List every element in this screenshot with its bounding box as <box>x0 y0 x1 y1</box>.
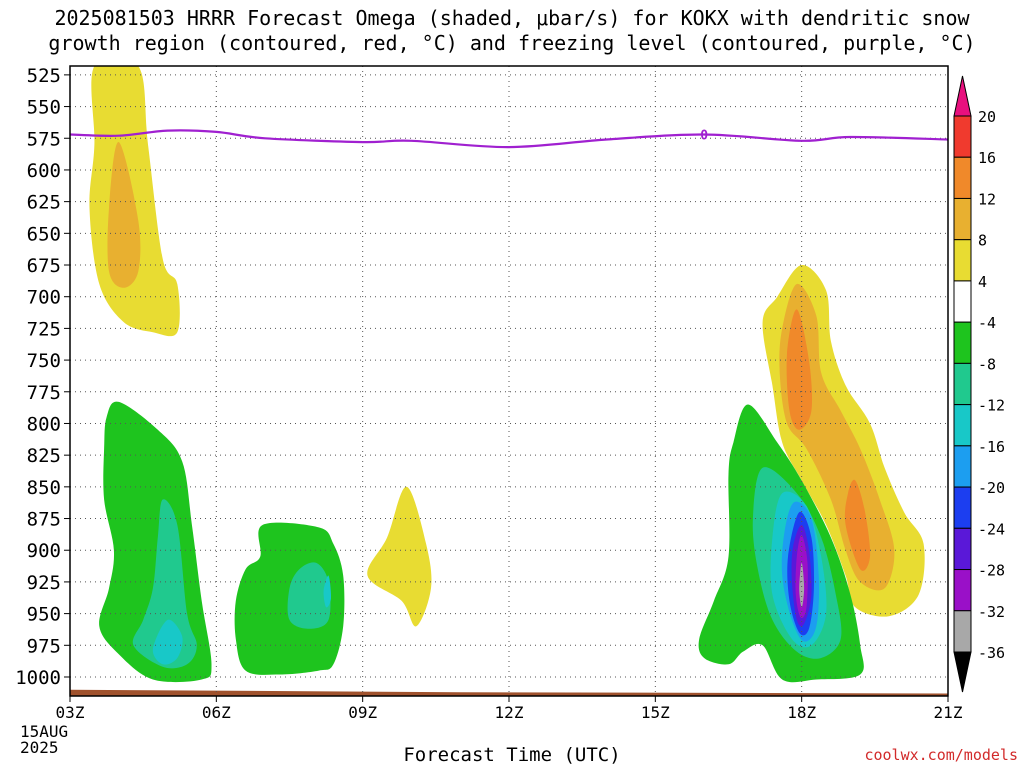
x-tick-label-6: 21Z <box>934 703 963 722</box>
y-tick-label-16: 925 <box>27 572 61 594</box>
colorbar-box-12 <box>953 610 972 653</box>
y-tick-label-14: 875 <box>27 509 61 531</box>
y-tick-label-0: 525 <box>27 65 61 87</box>
colorbar-label-0: 20 <box>978 108 996 126</box>
x-axis-label: Forecast Time (UTC) <box>403 744 621 766</box>
y-tick-label-19: 1000 <box>15 667 61 689</box>
y-tick-label-6: 675 <box>27 255 61 277</box>
colorbar-box-11 <box>953 569 972 612</box>
colorbar-box-5 <box>953 321 972 364</box>
colorbar-label-10: -24 <box>978 520 1005 538</box>
colorbar-label-13: -36 <box>978 644 1005 662</box>
colorbar-label-8: -16 <box>978 438 1005 456</box>
colorbar-label-11: -28 <box>978 562 1005 580</box>
omega-region-11 <box>786 309 813 430</box>
omega-region-12 <box>844 479 871 571</box>
x-subtitle-line-1: 15AUG <box>20 722 69 741</box>
colorbar-bottom-arrow <box>953 651 972 693</box>
y-tick-label-18: 975 <box>27 635 61 657</box>
colorbar-box-2 <box>953 197 972 241</box>
omega-region-20 <box>799 562 805 608</box>
y-tick-label-9: 750 <box>27 350 61 372</box>
y-tick-label-4: 625 <box>27 192 61 214</box>
freezing-level-label: 0 <box>700 128 708 143</box>
y-tick-label-8: 725 <box>27 318 61 340</box>
chart-title-line-2: growth region (contoured, red, °C) and f… <box>48 31 976 55</box>
y-tick-label-12: 825 <box>27 445 61 467</box>
colorbar-label-3: 8 <box>978 232 987 250</box>
omega-region-6 <box>287 562 331 629</box>
x-tick-label-2: 09Z <box>348 703 377 722</box>
watermark: coolwx.com/models <box>864 746 1018 764</box>
colorbar-label-7: -12 <box>978 397 1005 415</box>
colorbar-box-0 <box>953 115 972 158</box>
colorbar-box-9 <box>953 486 972 529</box>
colorbar-box-10 <box>953 527 972 571</box>
omega-region-4 <box>152 619 183 665</box>
x-tick-label-3: 12Z <box>495 703 524 722</box>
omega-region-0 <box>89 66 180 337</box>
x-tick-label-1: 06Z <box>202 703 231 722</box>
x-tick-label-0: 03Z <box>56 703 85 722</box>
colorbar-label-12: -32 <box>978 603 1005 621</box>
y-tick-label-1: 550 <box>27 97 61 119</box>
y-tick-label-17: 950 <box>27 604 61 626</box>
colorbar-box-3 <box>953 239 972 282</box>
colorbar-box-8 <box>953 445 972 488</box>
y-tick-label-5: 650 <box>27 223 61 245</box>
y-tick-label-3: 600 <box>27 160 61 182</box>
x-tick-label-5: 18Z <box>787 703 816 722</box>
colorbar-box-6 <box>953 362 972 406</box>
omega-region-7 <box>323 575 332 608</box>
colorbar-box-4 <box>953 280 972 323</box>
y-tick-label-11: 800 <box>27 413 61 435</box>
colorbar-label-6: -8 <box>978 355 996 373</box>
y-tick-label-2: 575 <box>27 128 61 150</box>
colorbar-box-1 <box>953 156 972 199</box>
y-tick-label-10: 775 <box>27 382 61 404</box>
terrain <box>70 689 948 696</box>
colorbar-label-9: -20 <box>978 479 1005 497</box>
x-tick-label-4: 15Z <box>641 703 670 722</box>
y-tick-label-15: 900 <box>27 540 61 562</box>
colorbar-label-4: 4 <box>978 273 987 291</box>
colorbar-label-5: -4 <box>978 314 996 332</box>
omega-region-1 <box>107 142 141 288</box>
omega-region-3 <box>132 499 197 669</box>
colorbar-label-2: 12 <box>978 190 996 208</box>
y-tick-label-13: 850 <box>27 477 61 499</box>
x-subtitle-line-2: 2025 <box>20 738 59 757</box>
y-tick-label-7: 700 <box>27 287 61 309</box>
freezing-level-line <box>70 129 948 149</box>
chart-title-line-1: 2025081503 HRRR Forecast Omega (shaded, … <box>54 6 970 30</box>
colorbar-label-1: 16 <box>978 149 996 167</box>
omega-region-8 <box>367 486 432 627</box>
colorbar-top-arrow <box>953 75 972 117</box>
colorbar-box-7 <box>953 404 972 447</box>
